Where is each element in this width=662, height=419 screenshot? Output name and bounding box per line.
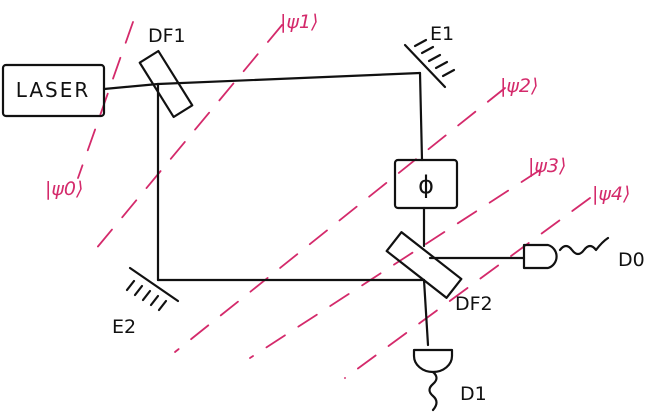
state-psi2: |ψ2⟩ <box>500 75 538 97</box>
state-psi1: |ψ1⟩ <box>280 11 318 33</box>
beam-splitter-df1 <box>138 49 194 119</box>
beam-splitter-df2 <box>385 231 463 299</box>
boundary-psi4 <box>344 197 591 379</box>
laser-box <box>1 63 106 118</box>
mirror-e1 <box>403 38 456 89</box>
mirror-e2 <box>125 266 180 312</box>
d0-label: D0 <box>618 249 645 271</box>
state-psi0: |ψ0⟩ <box>45 178 83 200</box>
phase-shifter-box <box>393 158 459 210</box>
boundary-psi2 <box>174 87 506 353</box>
df1-label: DF1 <box>148 25 186 47</box>
laser-label: LASER <box>16 78 91 102</box>
df2-label: DF2 <box>455 293 493 315</box>
boundary-psi1 <box>94 24 283 251</box>
state-psi3: |ψ3⟩ <box>528 155 566 177</box>
beam-df2-to-d1 <box>422 278 430 347</box>
beam-e1-to-phase <box>418 71 424 162</box>
boundary-psi3 <box>249 169 541 359</box>
detector-d0 <box>522 236 610 270</box>
state-boundaries <box>77 21 591 379</box>
phase-symbol: ϕ <box>418 171 434 199</box>
beam-df1-to-e1 <box>156 71 422 86</box>
e1-label: E1 <box>430 23 454 45</box>
e2-label: E2 <box>112 316 136 338</box>
d1-label: D1 <box>460 383 487 405</box>
state-psi4: |ψ4⟩ <box>592 183 630 205</box>
detector-d1 <box>412 348 454 412</box>
beam-laser-to-df1 <box>102 82 160 91</box>
beam-paths <box>102 71 526 347</box>
boundary-psi0 <box>77 21 134 179</box>
